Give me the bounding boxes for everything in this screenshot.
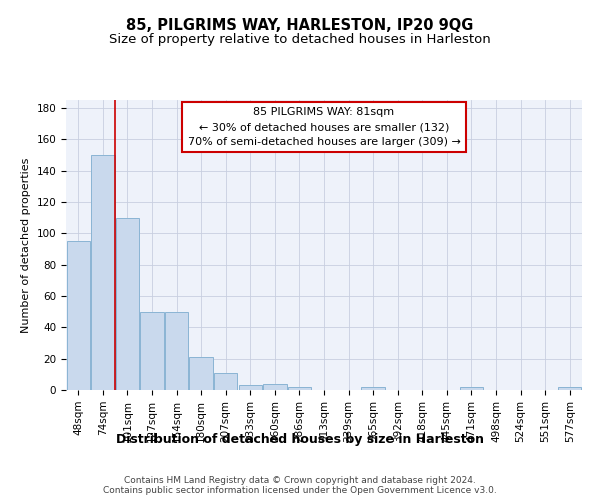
Bar	[239, 386, 262, 390]
Bar	[214, 373, 238, 390]
Bar	[140, 312, 164, 390]
Y-axis label: Number of detached properties: Number of detached properties	[21, 158, 31, 332]
Bar	[460, 387, 483, 390]
Text: 85, PILGRIMS WAY, HARLESTON, IP20 9QG: 85, PILGRIMS WAY, HARLESTON, IP20 9QG	[127, 18, 473, 32]
Bar	[263, 384, 287, 390]
Bar	[361, 387, 385, 390]
Bar	[91, 155, 115, 390]
Bar	[67, 241, 90, 390]
Text: Size of property relative to detached houses in Harleston: Size of property relative to detached ho…	[109, 32, 491, 46]
Bar	[288, 387, 311, 390]
Bar	[116, 218, 139, 390]
Text: Contains HM Land Registry data © Crown copyright and database right 2024.
Contai: Contains HM Land Registry data © Crown c…	[103, 476, 497, 495]
Bar	[558, 387, 581, 390]
Text: 85 PILGRIMS WAY: 81sqm
← 30% of detached houses are smaller (132)
70% of semi-de: 85 PILGRIMS WAY: 81sqm ← 30% of detached…	[188, 108, 460, 147]
Text: Distribution of detached houses by size in Harleston: Distribution of detached houses by size …	[116, 432, 484, 446]
Bar	[190, 357, 213, 390]
Bar	[165, 312, 188, 390]
